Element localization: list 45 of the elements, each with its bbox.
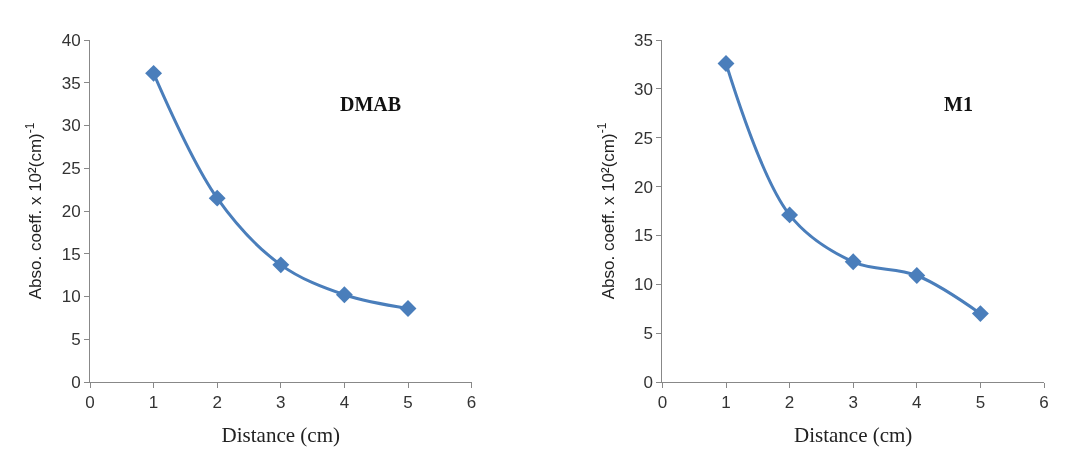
x-tick-label: 6 (1039, 393, 1049, 413)
annotation: DMAB (340, 93, 402, 115)
x-tick-label: 0 (657, 393, 668, 413)
x-tick-label: 5 (403, 393, 413, 413)
y-tick-label: 10 (61, 287, 81, 307)
y-tick-label: 35 (634, 30, 653, 50)
point (844, 253, 862, 271)
y-tick-label: 20 (61, 201, 81, 221)
y-tick-label: 25 (634, 128, 653, 148)
x-tick-label: 4 (339, 393, 350, 413)
y-tick-label: 0 (643, 372, 653, 392)
y-tick-label: 35 (61, 73, 81, 93)
point (335, 286, 353, 304)
y-tick-label: 5 (643, 324, 653, 344)
y-tick-label: 30 (61, 116, 81, 136)
x-tick-label: 5 (975, 393, 986, 413)
x-tick-label: 1 (148, 393, 159, 413)
x-tick-label: 1 (721, 393, 731, 413)
annotation: M1 (944, 93, 973, 115)
point (908, 267, 926, 284)
y-tick-label: 15 (61, 244, 81, 264)
point (717, 55, 735, 72)
point (208, 189, 226, 207)
x-tick-label: 0 (85, 393, 95, 413)
x-tick-label: 2 (212, 393, 222, 413)
point (781, 206, 799, 224)
x-tick-label: 6 (466, 393, 477, 413)
y-tick-label: 40 (61, 30, 81, 50)
x-axis-title: Distance (cm) (794, 422, 913, 447)
x-axis-title: Distance (cm) (221, 422, 340, 447)
y-tick-label: 25 (61, 159, 81, 179)
point (971, 305, 989, 323)
x-tick-label: 3 (276, 393, 286, 413)
x-tick-label: 2 (784, 393, 795, 413)
point (272, 256, 290, 274)
y-tick-label: 0 (71, 372, 81, 392)
x-tick-label: 4 (912, 393, 922, 413)
y-tick-label: 15 (634, 226, 653, 246)
y-tick-label: 30 (634, 79, 653, 99)
y-tick-label: 10 (634, 275, 653, 295)
y-tick-label: 5 (71, 330, 81, 350)
point (399, 300, 417, 317)
x-tick-label: 3 (848, 393, 858, 413)
y-tick-label: 20 (634, 177, 653, 197)
point (145, 64, 163, 82)
